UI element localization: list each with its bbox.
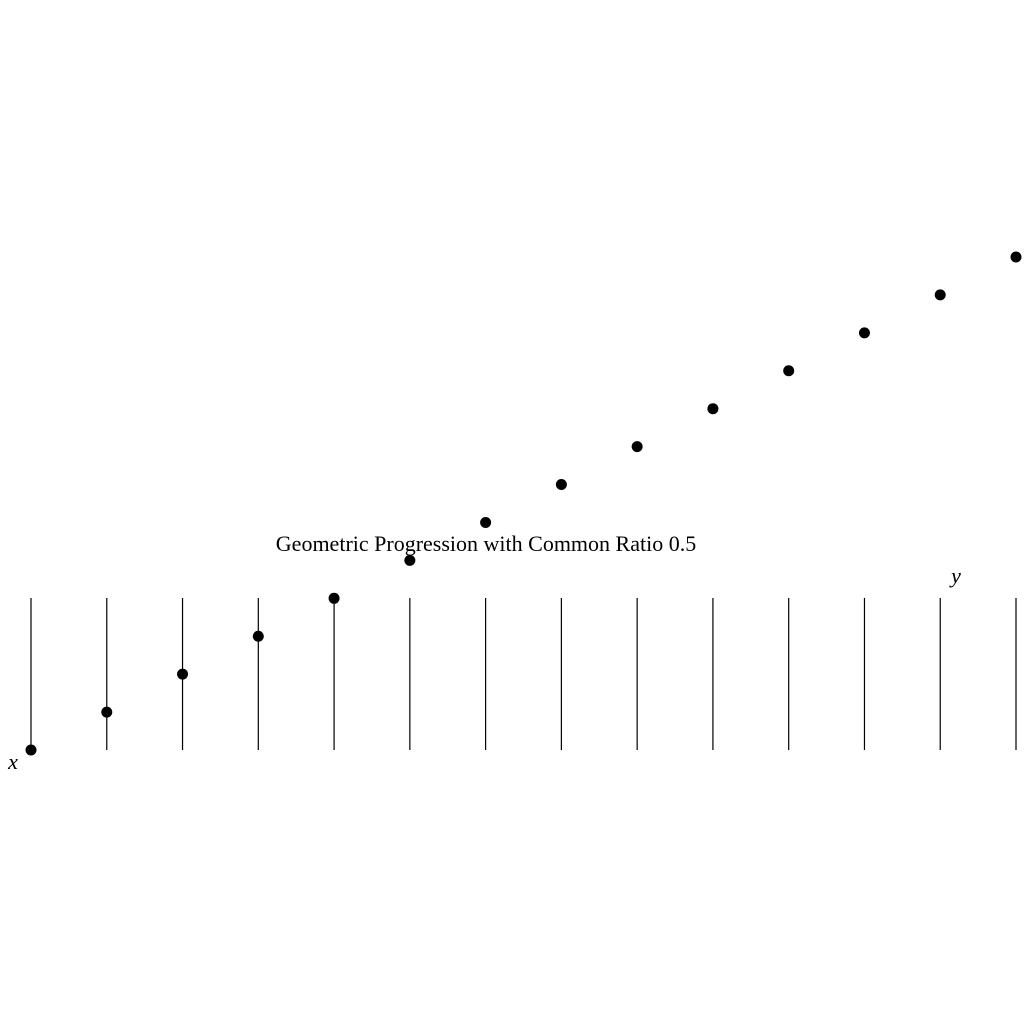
- point: [252, 630, 264, 642]
- y-axis-label: y: [949, 563, 961, 588]
- point: [25, 744, 37, 756]
- point: [631, 441, 643, 453]
- point: [177, 668, 189, 680]
- point: [1010, 251, 1022, 263]
- chart-title: Geometric Progression with Common Ratio …: [276, 531, 696, 556]
- point: [707, 403, 719, 415]
- point: [858, 327, 870, 339]
- point: [480, 516, 492, 528]
- point: [101, 706, 113, 718]
- point: [404, 554, 416, 566]
- point: [783, 365, 795, 377]
- point: [934, 289, 946, 301]
- point: [555, 479, 567, 491]
- point: [328, 592, 340, 604]
- x-axis-label: x: [7, 749, 18, 774]
